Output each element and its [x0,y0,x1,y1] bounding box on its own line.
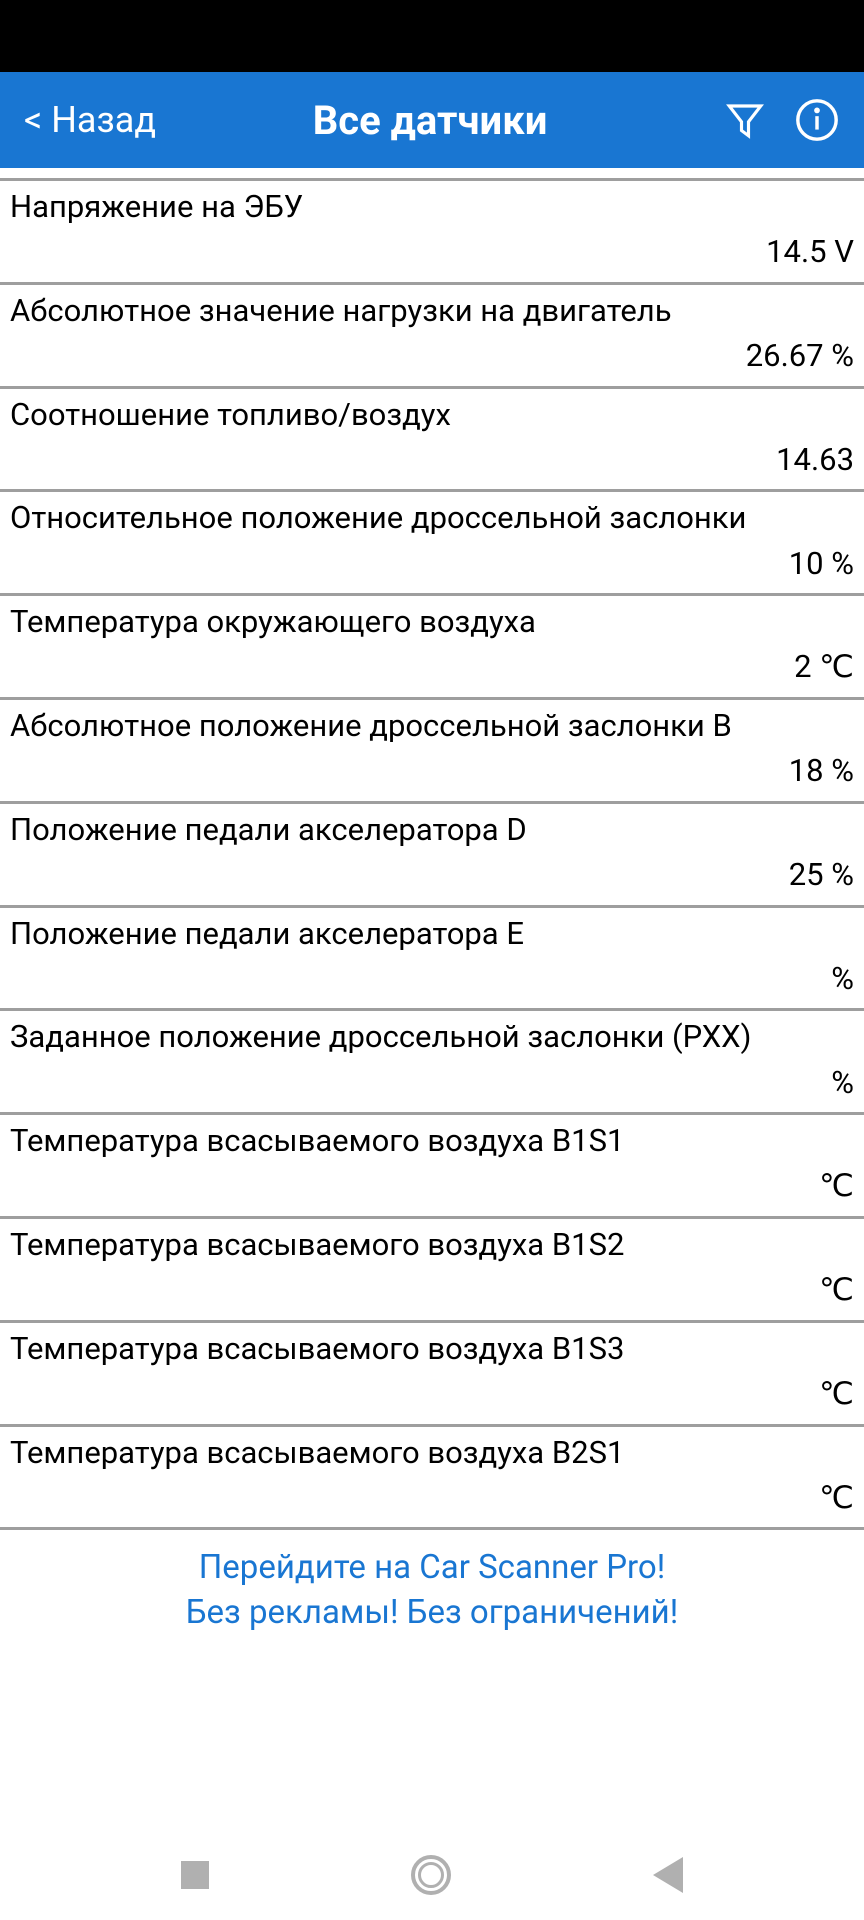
sensor-row[interactable]: Температура окружающего воздуха2 ℃ [0,593,864,697]
sensor-value: 18 % [10,748,854,795]
sensor-value: 14.63 [10,437,854,484]
app-header: < Назад Все датчики [0,72,864,168]
promo-banner[interactable]: Перейдите на Car Scanner Pro! Без реклам… [0,1530,864,1643]
sensor-value: 14.5 V [10,229,854,276]
recent-apps-button[interactable] [181,1861,209,1889]
filter-icon[interactable] [724,99,766,141]
sensor-value: 10 % [10,541,854,588]
sensor-label: Напряжение на ЭБУ [10,187,854,227]
sensor-value: ℃ [10,1475,854,1522]
back-nav-button[interactable] [653,1857,683,1893]
home-button[interactable] [411,1855,451,1895]
sensor-label: Положение педали акселератора E [10,914,854,954]
sensor-row[interactable]: Напряжение на ЭБУ14.5 V [0,178,864,282]
sensor-label: Абсолютное положение дроссельной заслонк… [10,706,854,746]
sensor-label: Положение педали акселератора D [10,810,854,850]
promo-line-2: Без рекламы! Без ограничений! [20,1591,844,1636]
sensor-value: % [10,956,854,1003]
sensor-row[interactable]: Температура всасываемого воздуха B1S1℃ [0,1112,864,1216]
sensor-row[interactable]: Абсолютное значение нагрузки на двигател… [0,282,864,386]
sensor-label: Температура всасываемого воздуха B1S2 [10,1225,854,1265]
sensor-label: Температура всасываемого воздуха B2S1 [10,1433,854,1473]
sensor-value: 2 ℃ [10,644,854,691]
page-title: Все датчики [136,97,724,144]
promo-line-1: Перейдите на Car Scanner Pro! [20,1546,844,1591]
sensor-row[interactable]: Температура всасываемого воздуха B1S3℃ [0,1320,864,1424]
sensor-row[interactable]: Заданное положение дроссельной заслонки … [0,1008,864,1112]
sensor-row[interactable]: Температура всасываемого воздуха B2S1℃ [0,1424,864,1528]
info-icon[interactable] [794,97,840,143]
sensor-label: Температура окружающего воздуха [10,602,854,642]
sensor-value: % [10,1060,854,1107]
sensor-row[interactable]: Соотношение топливо/воздух14.63 [0,386,864,490]
sensor-row[interactable]: Относительное положение дроссельной засл… [0,489,864,593]
sensor-label: Заданное положение дроссельной заслонки … [10,1017,854,1057]
sensor-label: Относительное положение дроссельной засл… [10,498,854,538]
sensor-label: Температура всасываемого воздуха B1S1 [10,1121,854,1161]
sensor-row[interactable]: Абсолютное положение дроссельной заслонк… [0,697,864,801]
sensor-value: 26.67 % [10,333,854,380]
sensor-row[interactable]: Температура всасываемого воздуха B1S2℃ [0,1216,864,1320]
sensor-label: Абсолютное значение нагрузки на двигател… [10,291,854,331]
sensor-label: Соотношение топливо/воздух [10,395,854,435]
sensor-value: ℃ [10,1267,854,1314]
sensor-row[interactable]: Положение педали акселератора E% [0,905,864,1009]
header-actions [724,97,840,143]
status-bar [0,0,864,72]
sensor-value: ℃ [10,1371,854,1418]
sensor-label: Температура всасываемого воздуха B1S3 [10,1329,854,1369]
sensor-list[interactable]: Напряжение на ЭБУ14.5 V Абсолютное значен… [0,168,864,1830]
sensor-row[interactable]: Положение педали акселератора D25 % [0,801,864,905]
system-nav-bar [0,1830,864,1920]
sensor-value: 25 % [10,852,854,899]
sensor-value: ℃ [10,1163,854,1210]
